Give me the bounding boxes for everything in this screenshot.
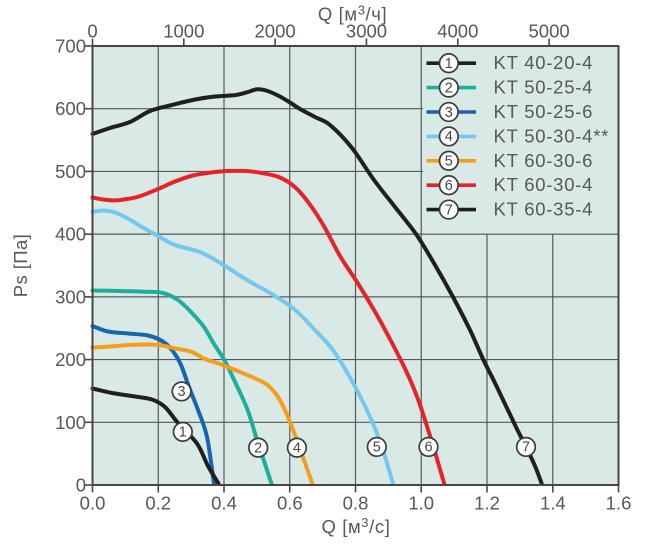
svg-text:4: 4 bbox=[293, 441, 301, 457]
svg-text:500: 500 bbox=[55, 161, 86, 182]
svg-text:5: 5 bbox=[445, 154, 453, 170]
svg-text:0.8: 0.8 bbox=[343, 493, 369, 514]
svg-text:1: 1 bbox=[445, 56, 453, 72]
svg-text:4: 4 bbox=[445, 129, 453, 145]
svg-text:200: 200 bbox=[55, 349, 86, 370]
svg-text:6: 6 bbox=[424, 440, 432, 456]
svg-text:1.4: 1.4 bbox=[540, 493, 566, 514]
svg-text:3: 3 bbox=[445, 105, 453, 121]
svg-text:300: 300 bbox=[55, 286, 86, 307]
svg-text:0: 0 bbox=[87, 20, 97, 41]
svg-text:7: 7 bbox=[522, 440, 530, 456]
svg-text:1: 1 bbox=[179, 425, 187, 441]
svg-text:1000: 1000 bbox=[163, 20, 204, 41]
svg-text:2: 2 bbox=[445, 80, 453, 96]
svg-text:4000: 4000 bbox=[437, 20, 478, 41]
svg-text:KT 60-30-4: KT 60-30-4 bbox=[494, 174, 594, 195]
svg-text:400: 400 bbox=[55, 224, 86, 245]
svg-text:5000: 5000 bbox=[529, 20, 570, 41]
svg-text:2000: 2000 bbox=[255, 20, 296, 41]
svg-text:1.2: 1.2 bbox=[474, 493, 500, 514]
svg-text:KT 50-25-4: KT 50-25-4 bbox=[494, 77, 594, 98]
svg-text:0.2: 0.2 bbox=[145, 493, 171, 514]
svg-text:6: 6 bbox=[445, 178, 453, 194]
svg-text:Q [м3/ч]: Q [м3/ч] bbox=[318, 3, 387, 25]
svg-text:0: 0 bbox=[76, 475, 86, 496]
svg-text:100: 100 bbox=[55, 412, 86, 433]
svg-text:0.6: 0.6 bbox=[277, 493, 303, 514]
svg-text:3: 3 bbox=[178, 384, 186, 400]
svg-text:Ps [Па]: Ps [Па] bbox=[10, 234, 31, 297]
svg-text:3000: 3000 bbox=[346, 20, 387, 41]
svg-text:KT 50-30-4**: KT 50-30-4** bbox=[494, 125, 610, 146]
svg-text:KT 60-35-4: KT 60-35-4 bbox=[494, 199, 594, 220]
svg-text:KT 60-30-6: KT 60-30-6 bbox=[494, 150, 594, 171]
svg-text:1.0: 1.0 bbox=[408, 493, 434, 514]
svg-text:7: 7 bbox=[445, 202, 453, 218]
svg-text:5: 5 bbox=[373, 440, 381, 456]
svg-text:0.4: 0.4 bbox=[211, 493, 237, 514]
svg-text:2: 2 bbox=[254, 441, 262, 457]
svg-text:700: 700 bbox=[55, 36, 86, 57]
svg-text:600: 600 bbox=[55, 98, 86, 119]
svg-text:KT 50-25-6: KT 50-25-6 bbox=[494, 101, 594, 122]
svg-text:1.6: 1.6 bbox=[606, 493, 632, 514]
svg-text:KT 40-20-4: KT 40-20-4 bbox=[494, 52, 594, 73]
svg-text:Q [м3/с]: Q [м3/с] bbox=[322, 515, 391, 537]
svg-text:0.0: 0.0 bbox=[80, 493, 106, 514]
